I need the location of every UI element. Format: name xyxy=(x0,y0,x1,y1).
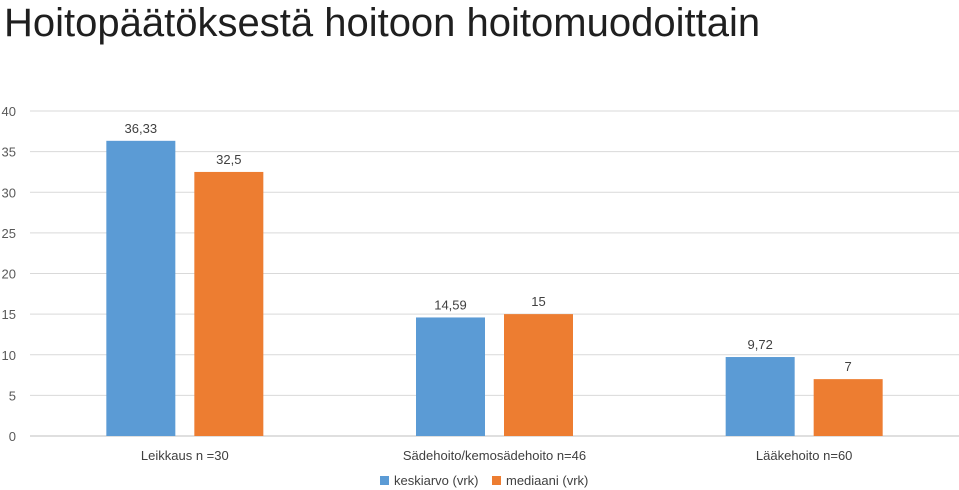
bar-mediaani xyxy=(504,314,573,436)
legend-label-mediaani: mediaani (vrk) xyxy=(506,473,588,488)
y-axis-ticks: 0 5 10 15 20 25 30 35 40 xyxy=(2,104,16,444)
bars xyxy=(106,140,883,436)
bar-mediaani xyxy=(813,379,883,436)
legend: keskiarvo (vrk) mediaani (vrk) xyxy=(380,473,588,488)
bar-keskiarvo xyxy=(416,317,485,436)
y-tick-label: 25 xyxy=(2,226,16,241)
legend-label-keskiarvo: keskiarvo (vrk) xyxy=(394,473,479,488)
y-tick-label: 15 xyxy=(2,307,16,322)
category-labels: Leikkaus n =30 Sädehoito/kemosädehoito n=… xyxy=(141,448,853,463)
data-label: 36,33 xyxy=(125,121,158,136)
bar-keskiarvo xyxy=(725,357,795,436)
data-labels: 36,33 32,5 14,59 15 9,72 7 xyxy=(125,121,852,374)
y-tick-label: 20 xyxy=(2,267,16,282)
chart-title: Hoitopäätöksestä hoitoon hoitomuodoittai… xyxy=(4,1,761,45)
category-label: Leikkaus n =30 xyxy=(141,448,229,463)
data-label: 14,59 xyxy=(434,297,467,312)
bar-keskiarvo xyxy=(106,140,176,436)
data-label: 9,72 xyxy=(748,337,773,352)
y-tick-label: 10 xyxy=(2,348,16,363)
legend-swatch-mediaani xyxy=(492,476,501,485)
y-tick-label: 40 xyxy=(2,104,16,119)
y-tick-label: 0 xyxy=(9,429,16,444)
y-tick-label: 35 xyxy=(2,145,16,160)
category-label: Sädehoito/kemosädehoito n=46 xyxy=(403,448,586,463)
data-label: 7 xyxy=(845,359,852,374)
category-label: Lääkehoito n=60 xyxy=(756,448,853,463)
data-label: 32,5 xyxy=(216,152,241,167)
bar-mediaani xyxy=(194,171,264,436)
data-label: 15 xyxy=(531,294,545,309)
gridlines xyxy=(30,110,959,437)
legend-swatch-keskiarvo xyxy=(380,476,389,485)
y-tick-label: 5 xyxy=(9,388,16,403)
y-tick-label: 30 xyxy=(2,185,16,200)
